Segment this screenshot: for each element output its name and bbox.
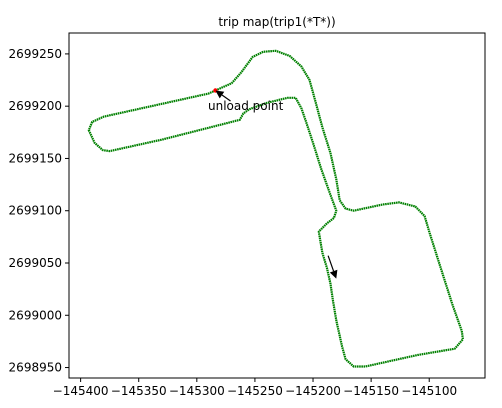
x-tick-label: −145150 <box>343 384 399 398</box>
x-tick-label: −145200 <box>285 384 341 398</box>
x-tick-label: −145350 <box>111 384 167 398</box>
y-tick-label: 2699000 <box>9 308 62 322</box>
direction-arrow-2 <box>215 90 231 102</box>
y-tick-label: 2699100 <box>9 204 62 218</box>
y-tick-label: 2699150 <box>9 151 62 165</box>
x-axis: −145400 −145350 −145300 −145250 −145200 −1451… <box>53 378 457 398</box>
y-tick-label: 2698950 <box>9 361 62 375</box>
y-tick-label: 2699250 <box>9 47 62 61</box>
trip-track-line <box>87 49 464 368</box>
x-tick-label: −145250 <box>227 384 283 398</box>
x-tick-label: −145300 <box>169 384 225 398</box>
unload-point-label: unload point <box>208 99 284 113</box>
x-tick-label: −145100 <box>401 384 457 398</box>
y-axis: 2698950 2699000 2699050 2699100 2699150 26992… <box>9 47 69 375</box>
plot-layer <box>87 49 464 368</box>
plot-frame <box>68 32 486 379</box>
direction-arrow-1 <box>327 255 338 279</box>
y-tick-label: 2699200 <box>9 99 62 113</box>
x-tick-label: −145400 <box>53 384 109 398</box>
y-tick-label: 2699050 <box>9 256 62 270</box>
chart-title: trip map(trip1(*T*)) <box>218 15 335 29</box>
